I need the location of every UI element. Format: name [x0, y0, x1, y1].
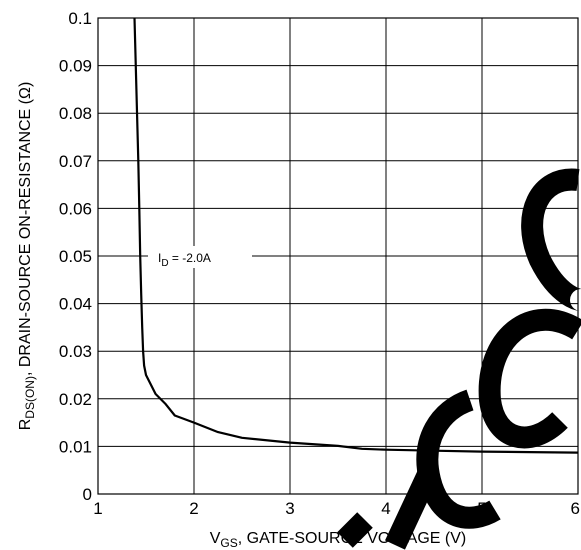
y-tick-label: 0.01 — [59, 437, 92, 456]
y-axis-label: RDS(ON), DRAIN-SOURCE ON-RESISTANCE (Ω) — [17, 82, 37, 431]
y-tick-label: 0.09 — [59, 57, 92, 76]
x-tick-label: 3 — [285, 499, 294, 518]
x-tick-label: 1 — [93, 499, 102, 518]
y-tick-label: 0.04 — [59, 295, 92, 314]
x-tick-label: 4 — [381, 499, 390, 518]
watermark — [337, 168, 581, 550]
y-tick-labels: 0 0.01 0.02 0.03 0.04 0.05 0.06 0.07 0.08 0.09 0.1 — [59, 9, 92, 504]
x-tick-labels: 1 2 3 4 5 6 — [93, 499, 580, 518]
y-tick-label: 0.07 — [59, 152, 92, 171]
x-tick-label: 5 — [477, 499, 486, 518]
y-tick-label: 0.08 — [59, 104, 92, 123]
y-tick-label: 0.03 — [59, 342, 92, 361]
y-tick-label: 0.1 — [68, 9, 92, 28]
annotation-label: ID = -2.0A — [158, 251, 211, 269]
y-tick-label: 0.05 — [59, 247, 92, 266]
y-tick-label: 0.02 — [59, 390, 92, 409]
plot-frame — [97, 17, 579, 495]
y-tick-label: 0 — [83, 485, 92, 504]
x-tick-label: 2 — [189, 499, 198, 518]
x-axis-label: VGS, GATE-SOURCE VOLTAGE (V) — [210, 530, 466, 550]
series-line — [133, 17, 579, 454]
y-tick-label: 0.06 — [59, 199, 92, 218]
x-tick-label: 6 — [571, 499, 580, 518]
annotation: ID = -2.0A — [148, 246, 252, 269]
annotation-background — [148, 246, 252, 268]
